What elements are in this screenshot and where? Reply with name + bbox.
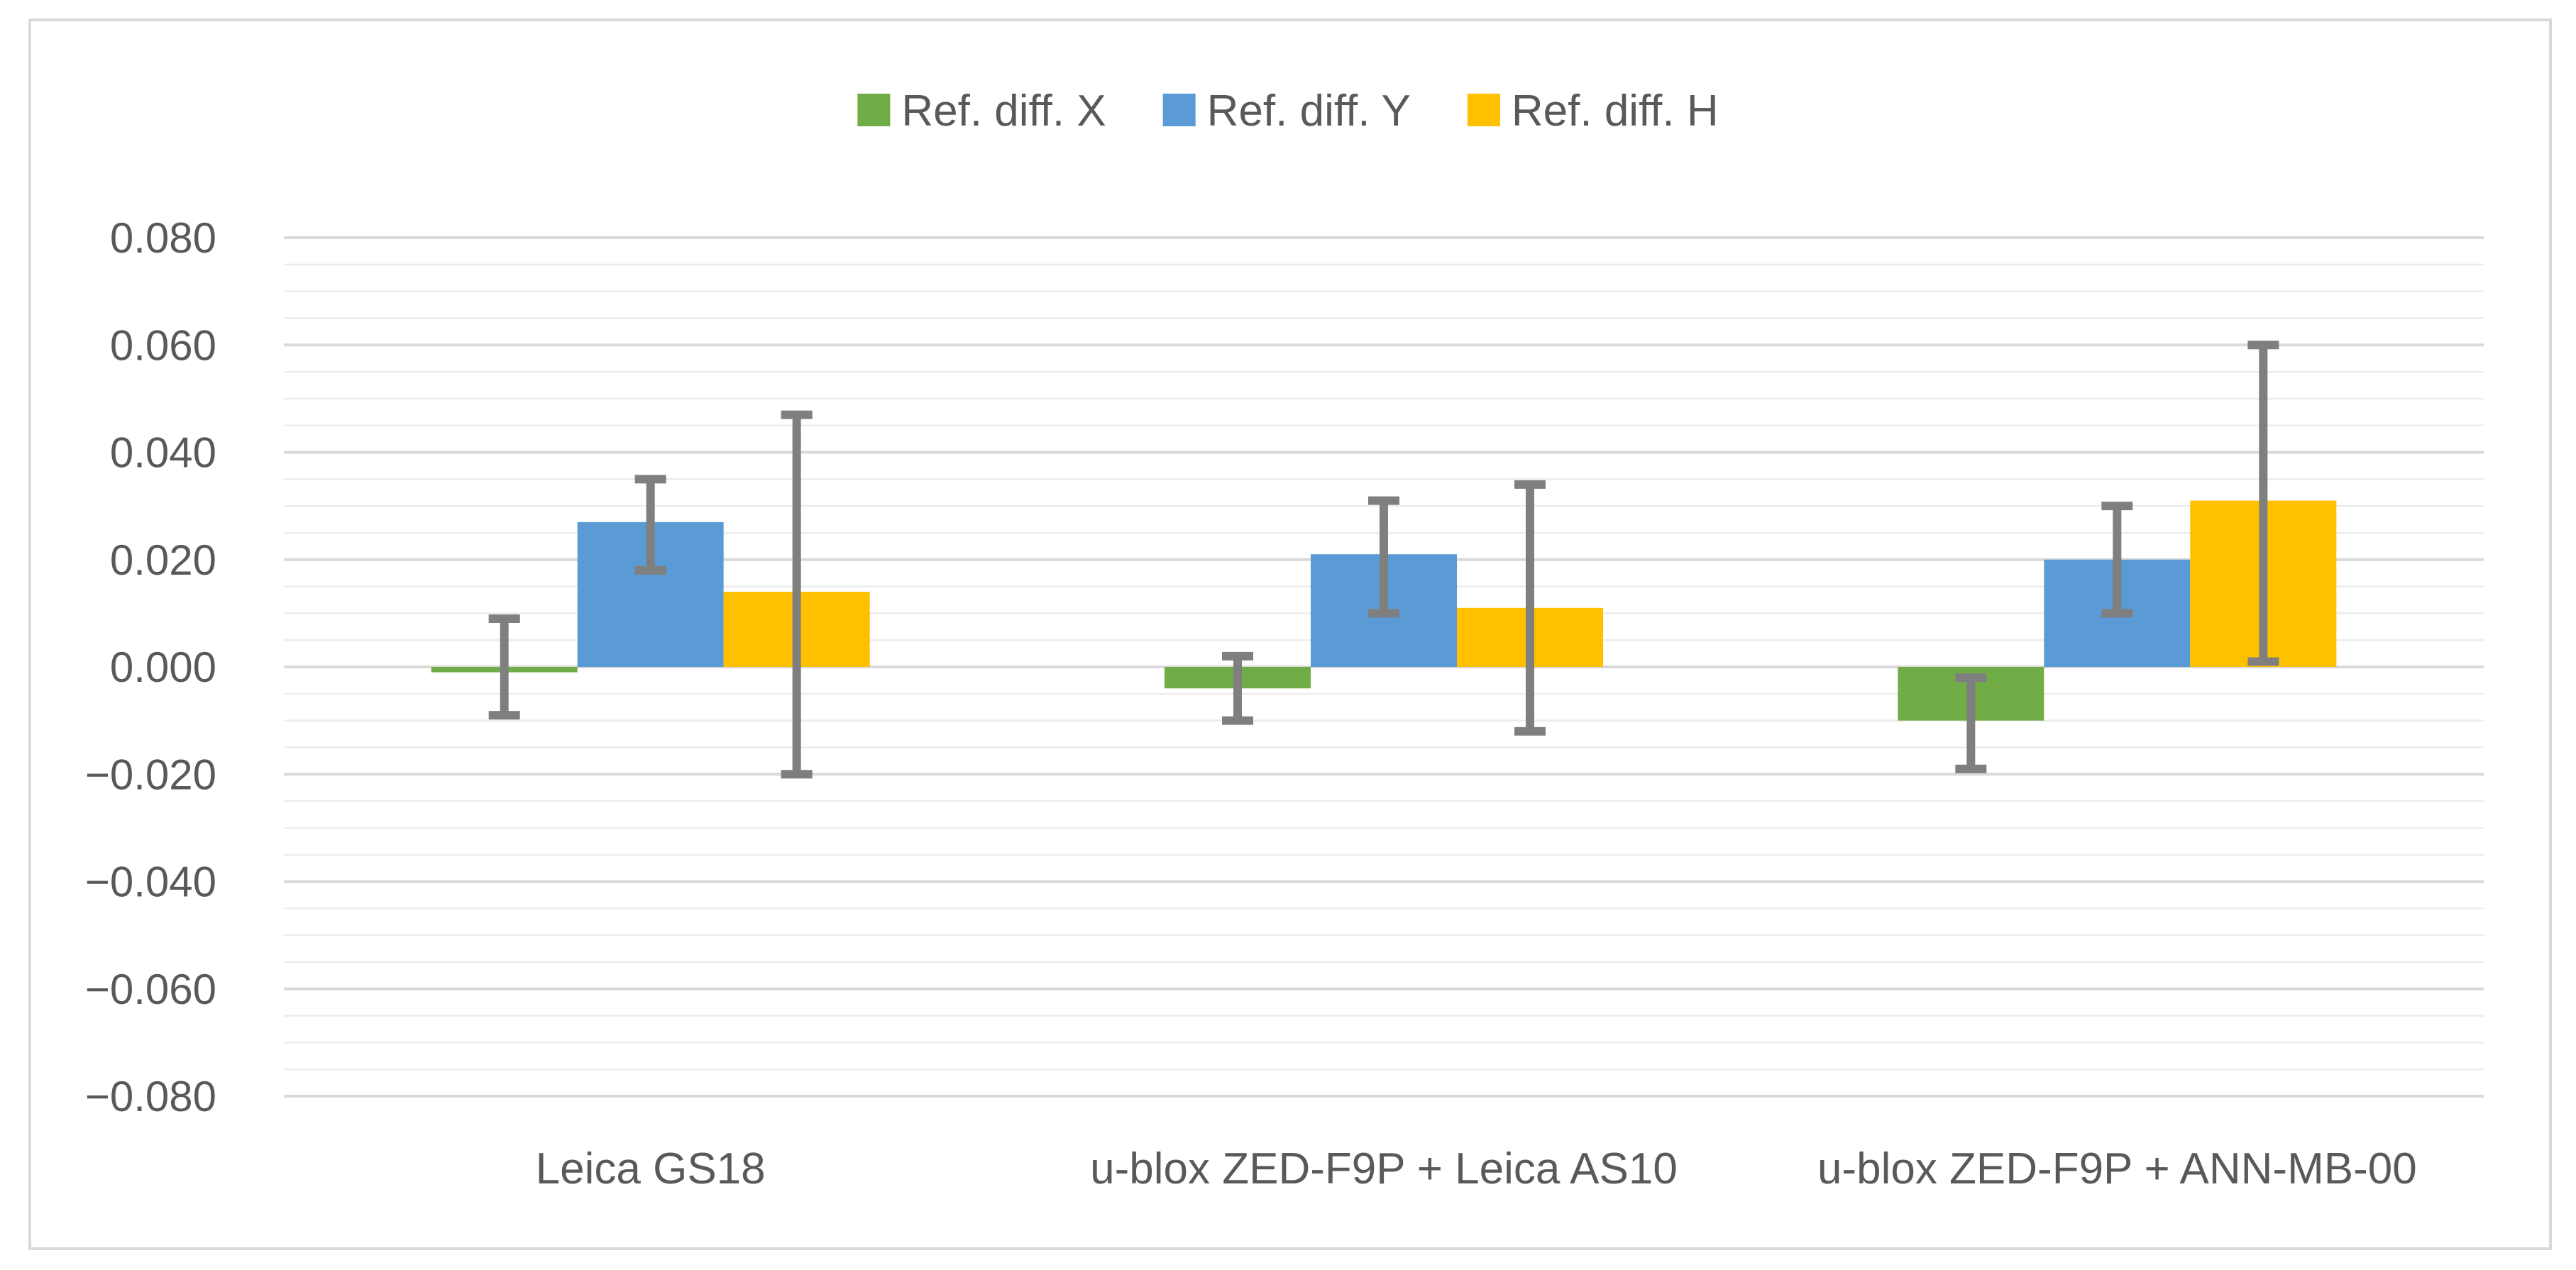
- legend: Ref. diff. X Ref. diff. Y Ref. diff. H: [857, 87, 1719, 136]
- y-tick-label: 0.020: [110, 536, 216, 584]
- legend-swatch: [857, 94, 891, 126]
- y-tick-label: −0.020: [85, 751, 216, 798]
- legend-label: Ref. diff. H: [1512, 87, 1719, 136]
- y-tick-label: 0.000: [110, 644, 216, 691]
- x-axis-categories: Leica GS18 u-blox ZED-F9P + Leica AS10 u-b…: [536, 1144, 2417, 1193]
- y-axis-ticks: 0.080 0.060 0.040 0.020 0.000 −0.020 −0.040 −0.…: [85, 214, 216, 1120]
- y-tick-label: 0.080: [110, 214, 216, 262]
- legend-label: Ref. diff. X: [901, 87, 1106, 136]
- y-tick-label: 0.060: [110, 321, 216, 369]
- y-tick-label: −0.040: [85, 858, 216, 906]
- legend-swatch: [1467, 94, 1500, 126]
- y-tick-label: 0.040: [110, 429, 216, 477]
- y-tick-label: −0.060: [85, 966, 216, 1013]
- y-tick-label: −0.080: [85, 1073, 216, 1120]
- legend-swatch: [1162, 94, 1196, 126]
- category-label: Leica GS18: [536, 1144, 766, 1193]
- legend-label: Ref. diff. Y: [1207, 87, 1411, 136]
- category-label: u-blox ZED-F9P + Leica AS10: [1090, 1144, 1678, 1193]
- error-bars: [488, 341, 2279, 779]
- category-label: u-blox ZED-F9P + ANN-MB-00: [1817, 1144, 2417, 1193]
